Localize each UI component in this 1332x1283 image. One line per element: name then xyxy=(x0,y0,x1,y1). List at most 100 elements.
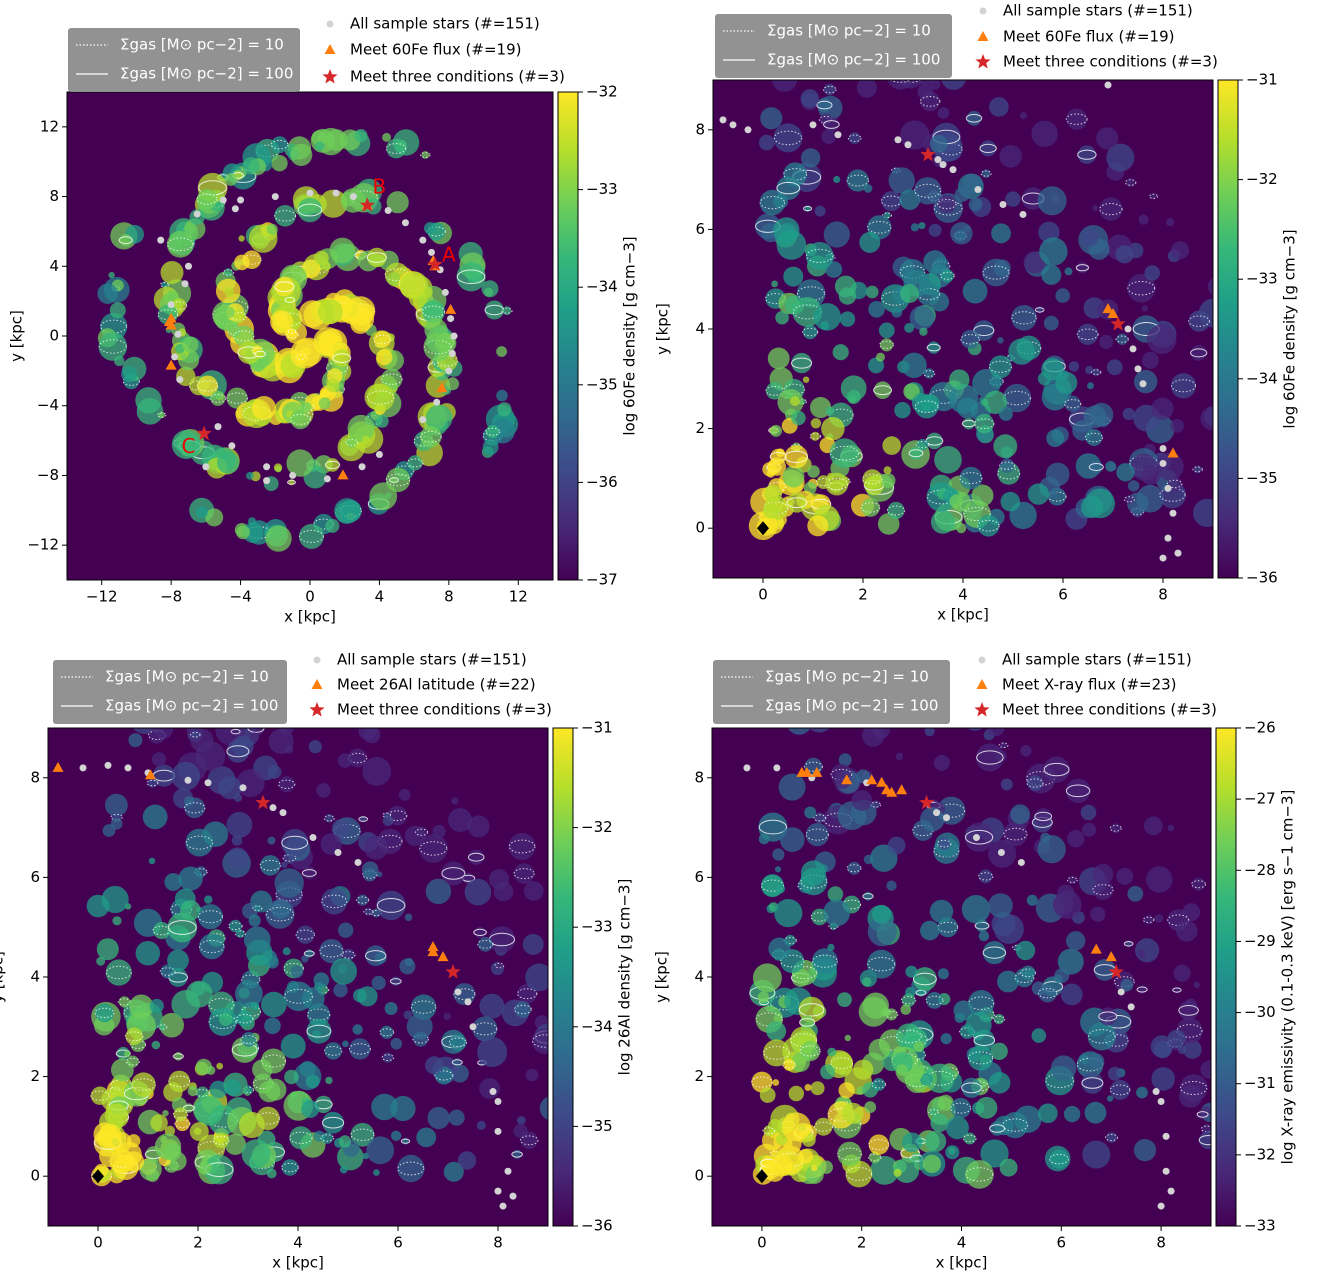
density-blob xyxy=(118,996,131,1008)
density-blob xyxy=(872,1078,886,1091)
star-marker xyxy=(433,398,441,406)
gas-contour xyxy=(1084,432,1104,443)
gas-contour xyxy=(1188,315,1210,327)
gas-contour xyxy=(751,1076,773,1088)
density-blob xyxy=(896,1064,908,1076)
density-blob xyxy=(982,941,1007,965)
x-tick-label: 8 xyxy=(1156,1234,1166,1252)
star-marker xyxy=(972,834,980,842)
density-blob xyxy=(918,222,926,230)
density-blob xyxy=(767,347,790,370)
sun-marker xyxy=(92,1169,104,1184)
density-blob xyxy=(340,188,366,213)
annotation: C xyxy=(182,434,196,458)
legend-label: Σgas [M⊙ pc−2] = 100 xyxy=(765,697,938,715)
density-blob xyxy=(1136,1086,1148,1099)
gas-contour xyxy=(1037,988,1058,999)
gas-contour xyxy=(346,303,375,319)
density-blob xyxy=(990,1042,1008,1061)
density-blob xyxy=(1193,981,1201,989)
density-blob xyxy=(362,435,371,444)
density-blob xyxy=(112,916,122,926)
density-blob xyxy=(241,1032,257,1047)
density-blob xyxy=(479,1078,500,1099)
density-blob xyxy=(302,866,316,880)
gas-contour xyxy=(1180,1081,1208,1095)
density-blob xyxy=(1080,229,1099,247)
gas-contour xyxy=(494,962,505,969)
points xyxy=(52,761,517,1210)
density-blob xyxy=(779,827,805,852)
gas-contour xyxy=(240,1035,258,1044)
density-blob xyxy=(525,963,548,992)
gas-contour xyxy=(366,252,387,263)
density-blob xyxy=(477,1037,508,1067)
gas-contour xyxy=(822,85,837,94)
gas-contour xyxy=(1191,880,1207,889)
gas-contour xyxy=(965,114,983,123)
gas-contour xyxy=(974,921,990,930)
legend-label: All sample stars (#=151) xyxy=(337,651,527,669)
star-marker xyxy=(464,998,472,1006)
density-blob xyxy=(1176,920,1198,942)
density-blob xyxy=(358,303,375,320)
star-marker xyxy=(469,1023,477,1031)
density-blob xyxy=(108,271,115,279)
colorbar-tick-label: −35 xyxy=(1246,469,1278,487)
density-blob xyxy=(791,352,812,374)
density-blob xyxy=(870,1156,900,1185)
gas-contour xyxy=(998,742,1009,748)
density-blob xyxy=(346,437,358,448)
gas-contour xyxy=(303,950,315,957)
gas-contour xyxy=(197,910,223,924)
density-blob xyxy=(812,948,838,975)
gas-contour xyxy=(1105,1134,1118,1141)
y-tick-label: 6 xyxy=(695,220,705,238)
density-blob xyxy=(381,368,403,390)
density-blob xyxy=(358,728,377,740)
density-blob xyxy=(960,329,980,349)
gas-contour xyxy=(939,271,955,280)
density-blob xyxy=(1055,288,1070,303)
y-tick-label: 2 xyxy=(694,1067,704,1085)
density-blob xyxy=(1177,1045,1187,1054)
star-marker xyxy=(1019,210,1027,218)
star-marker xyxy=(1169,509,1177,517)
density-blob xyxy=(865,285,879,299)
gas-contour xyxy=(1011,311,1037,325)
star-marker xyxy=(359,197,375,212)
density-blob xyxy=(880,473,896,489)
density-blob xyxy=(1065,778,1091,803)
density-blob xyxy=(773,123,803,153)
gas-contour xyxy=(513,868,535,880)
density-blob xyxy=(1087,1022,1117,1051)
gas-contour xyxy=(281,1162,299,1173)
gas-contour xyxy=(1104,1034,1129,1047)
density-blob xyxy=(243,926,271,954)
colorbar-tick-label: −35 xyxy=(586,375,618,393)
density-blob xyxy=(1130,453,1158,481)
density-blob xyxy=(989,355,1012,379)
density-blob xyxy=(871,800,880,809)
gas-contour xyxy=(838,478,851,485)
density-blob xyxy=(329,237,356,264)
density-blob xyxy=(752,963,782,993)
density-blob xyxy=(772,848,785,861)
density-blob xyxy=(1110,1079,1131,1100)
y-tick-label: −4 xyxy=(37,396,59,414)
density-blob xyxy=(975,743,1004,772)
density-blob xyxy=(139,1158,162,1181)
density-blob xyxy=(783,266,804,287)
density-blob xyxy=(989,97,1009,117)
density-blob xyxy=(158,1023,166,1031)
density-blob xyxy=(816,475,831,489)
star-marker xyxy=(450,332,458,340)
annotation: A xyxy=(442,242,456,266)
gas-contour xyxy=(762,1127,776,1135)
density-blob xyxy=(782,1112,811,1142)
star-marker xyxy=(176,376,184,384)
density-blob xyxy=(810,1081,825,1096)
gas-contour xyxy=(325,460,341,469)
density-blob xyxy=(930,1113,949,1133)
x-tick-label: 0 xyxy=(93,1234,103,1252)
